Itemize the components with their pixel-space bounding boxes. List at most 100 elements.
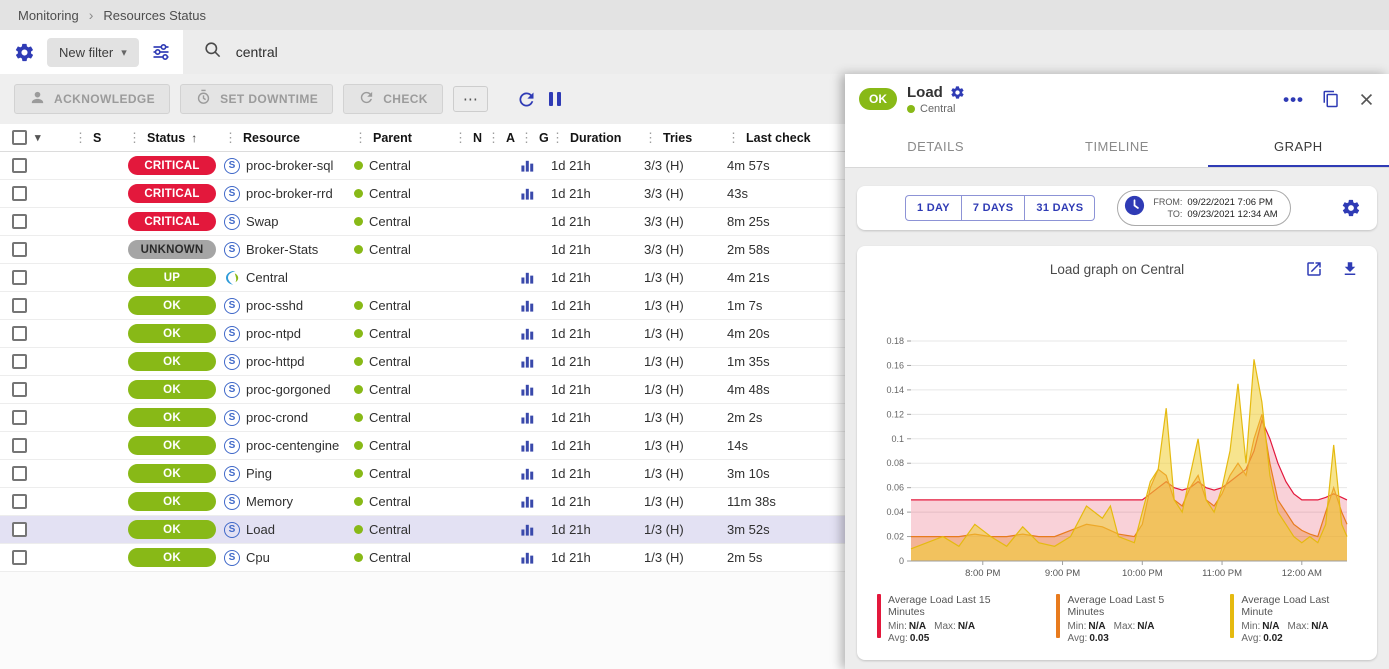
time-range-button[interactable]: 1 DAY: [905, 195, 962, 221]
parent-cell[interactable]: Central: [354, 494, 454, 509]
row-checkbox[interactable]: [12, 382, 27, 397]
resource-cell[interactable]: S proc-centengine: [224, 437, 354, 454]
resource-cell[interactable]: S proc-httpd: [224, 353, 354, 370]
parent-cell[interactable]: Central: [354, 410, 454, 425]
graph-settings-gear-icon[interactable]: [1341, 198, 1361, 218]
refresh-icon[interactable]: [516, 89, 537, 110]
column-header[interactable]: ⋮ N: [454, 129, 483, 145]
column-header[interactable]: ⋮ Tries: [644, 129, 693, 145]
table-row[interactable]: OK S proc-crond Central 1d 21h 1/3 (H) 2…: [0, 404, 845, 432]
column-kebab-icon[interactable]: ⋮: [224, 129, 237, 145]
row-checkbox[interactable]: [12, 354, 27, 369]
column-header[interactable]: ⋮ Resource: [224, 129, 300, 145]
column-header[interactable]: ⋮ Last check: [727, 129, 811, 145]
resource-cell[interactable]: S proc-sshd: [224, 297, 354, 314]
table-row[interactable]: OK S Ping Central 1d 21h 1/3 (H) 3m 10s: [0, 460, 845, 488]
graph-icon[interactable]: [520, 158, 535, 173]
column-kebab-icon[interactable]: ⋮: [74, 129, 87, 145]
column-kebab-icon[interactable]: ⋮: [551, 129, 564, 145]
column-kebab-icon[interactable]: ⋮: [520, 129, 533, 145]
acknowledge-button[interactable]: ACKNOWLEDGE: [14, 84, 171, 114]
parent-cell[interactable]: Central: [354, 326, 454, 341]
legend-item[interactable]: Average Load Last 15 Minutes Min: N/A Max:…: [877, 594, 1022, 644]
table-row[interactable]: OK S proc-gorgoned Central 1d 21h 1/3 (H…: [0, 376, 845, 404]
tab-details[interactable]: DETAILS: [907, 139, 965, 154]
service-settings-gear-icon[interactable]: [950, 85, 965, 100]
filter-settings-gear-icon[interactable]: [14, 42, 35, 63]
time-range-button[interactable]: 31 DAYS: [1025, 195, 1096, 221]
row-checkbox[interactable]: [12, 298, 27, 313]
column-header[interactable]: ⋮ S: [74, 129, 102, 145]
search-field[interactable]: central: [182, 30, 1389, 74]
table-row[interactable]: OK S Load Central 1d 21h 1/3 (H) 3m 52s: [0, 516, 845, 544]
table-row[interactable]: CRITICAL S Swap Central 1d 21h 3/3 (H) 8…: [0, 208, 845, 236]
graph-icon[interactable]: [520, 438, 535, 453]
search-input[interactable]: central: [235, 44, 278, 60]
parent-cell[interactable]: Central: [354, 550, 454, 565]
row-checkbox[interactable]: [12, 410, 27, 425]
row-checkbox[interactable]: [12, 158, 27, 173]
column-header[interactable]: ⋮ Status ↑: [128, 129, 198, 145]
resource-cell[interactable]: S Cpu: [224, 549, 354, 566]
legend-item[interactable]: Average Load Last 5 Minutes Min: N/A Max: N…: [1056, 594, 1196, 644]
resource-cell[interactable]: S Central: [224, 270, 354, 286]
resource-cell[interactable]: S Memory: [224, 493, 354, 510]
set-downtime-button[interactable]: SET DOWNTIME: [180, 84, 334, 114]
select-all-checkbox[interactable]: [12, 130, 27, 145]
resource-cell[interactable]: S Ping: [224, 465, 354, 482]
graph-icon[interactable]: [520, 382, 535, 397]
column-header[interactable]: ⋮ Parent: [354, 129, 412, 145]
pause-icon[interactable]: [547, 92, 563, 106]
parent-cell[interactable]: Central: [354, 438, 454, 453]
resource-cell[interactable]: S Swap: [224, 213, 354, 230]
parent-cell[interactable]: Central: [354, 522, 454, 537]
resource-cell[interactable]: S proc-broker-rrd: [224, 185, 354, 202]
row-checkbox[interactable]: [12, 270, 27, 285]
table-row[interactable]: OK S Cpu Central 1d 21h 1/3 (H) 2m 5s: [0, 544, 845, 572]
new-filter-dropdown[interactable]: New filter ▾: [47, 37, 139, 67]
row-checkbox[interactable]: [12, 522, 27, 537]
column-kebab-icon[interactable]: ⋮: [487, 129, 500, 145]
parent-cell[interactable]: Central: [354, 298, 454, 313]
resource-cell[interactable]: S proc-broker-sql: [224, 157, 354, 174]
table-row[interactable]: OK S proc-centengine Central 1d 21h 1/3 …: [0, 432, 845, 460]
column-kebab-icon[interactable]: ⋮: [727, 129, 740, 145]
row-checkbox[interactable]: [12, 214, 27, 229]
resource-cell[interactable]: S proc-crond: [224, 409, 354, 426]
table-row[interactable]: CRITICAL S proc-broker-rrd Central 1d 21…: [0, 180, 845, 208]
more-actions-button[interactable]: ⋯: [452, 86, 488, 112]
time-range-button[interactable]: 7 DAYS: [961, 195, 1026, 221]
graph-icon[interactable]: [520, 298, 535, 313]
parent-cell[interactable]: Central: [354, 158, 454, 173]
graph-icon[interactable]: [520, 270, 535, 285]
table-row[interactable]: CRITICAL S proc-broker-sql Central 1d 21…: [0, 152, 845, 180]
graph-icon[interactable]: [520, 522, 535, 537]
resource-cell[interactable]: S Broker-Stats: [224, 241, 354, 258]
graph-icon[interactable]: [520, 326, 535, 341]
resource-cell[interactable]: S Load: [224, 521, 354, 538]
column-header[interactable]: ⋮ A: [487, 129, 516, 145]
column-kebab-icon[interactable]: ⋮: [354, 129, 367, 145]
tab-timeline[interactable]: TIMELINE: [1085, 139, 1149, 154]
select-all-caret-icon[interactable]: ▾: [35, 132, 41, 144]
download-icon[interactable]: [1341, 260, 1359, 278]
row-checkbox[interactable]: [12, 550, 27, 565]
row-checkbox[interactable]: [12, 242, 27, 257]
parent-cell[interactable]: Central: [354, 214, 454, 229]
legend-item[interactable]: Average Load Last Minute Min: N/A Max: N/A …: [1230, 594, 1357, 644]
column-kebab-icon[interactable]: ⋮: [454, 129, 467, 145]
column-kebab-icon[interactable]: ⋮: [644, 129, 657, 145]
graph-icon[interactable]: [520, 494, 535, 509]
table-row[interactable]: UNKNOWN S Broker-Stats Central 1d 21h 3/…: [0, 236, 845, 264]
table-row[interactable]: OK S proc-sshd Central 1d 21h 1/3 (H) 1m…: [0, 292, 845, 320]
graph-icon[interactable]: [520, 186, 535, 201]
graph-icon[interactable]: [520, 410, 535, 425]
resource-cell[interactable]: S proc-ntpd: [224, 325, 354, 342]
breadcrumb-monitoring[interactable]: Monitoring: [18, 7, 79, 23]
table-row[interactable]: OK S proc-httpd Central 1d 21h 1/3 (H) 1…: [0, 348, 845, 376]
graph-icon[interactable]: [520, 550, 535, 565]
column-header[interactable]: ⋮ G: [520, 129, 549, 145]
parent-cell[interactable]: Central: [354, 382, 454, 397]
tab-graph[interactable]: GRAPH: [1207, 124, 1389, 167]
parent-cell[interactable]: Central: [354, 242, 454, 257]
